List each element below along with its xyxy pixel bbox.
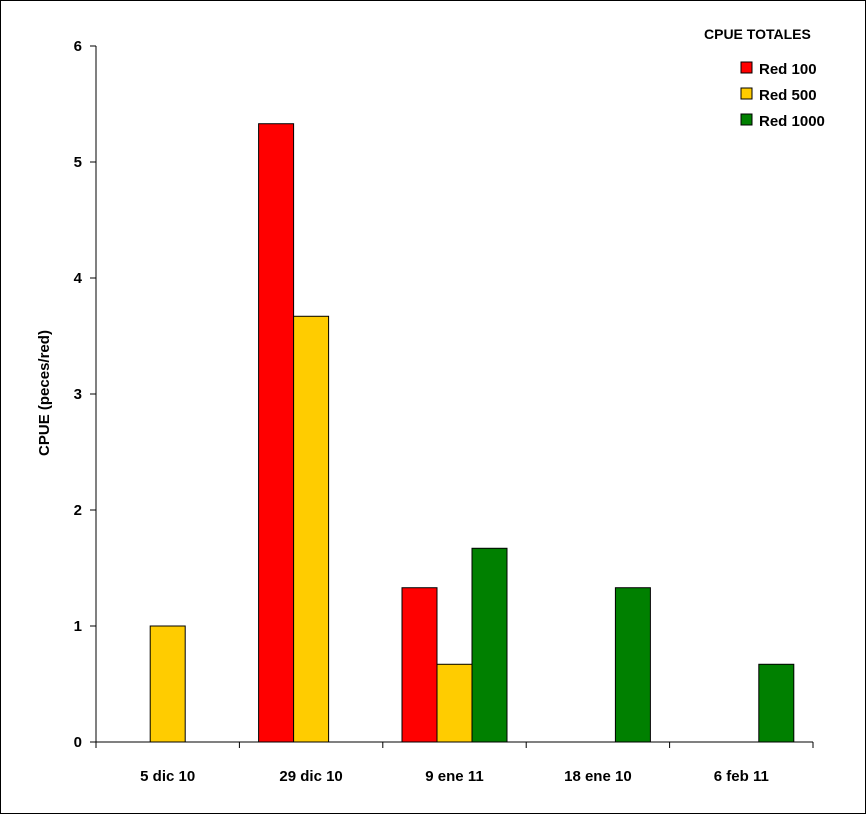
y-tick-label: 2 [74, 502, 82, 519]
legend: CPUE TOTALES Red 100 Red 500 Red 1000 [704, 26, 825, 130]
legend-swatch [740, 113, 753, 126]
axes-layer [95, 46, 813, 743]
x-category-label: 18 ene 10 [564, 768, 632, 785]
x-category-label: 29 dic 10 [279, 768, 342, 785]
bar-red-500-0 [149, 625, 186, 743]
y-axis-title: CPUE (peces/red) [36, 330, 53, 456]
x-categories: 5 dic 10 29 dic 10 9 ene 11 18 ene 10 6 feb … [95, 742, 814, 785]
bar-red-1000-4 [758, 663, 795, 743]
bar-red-500-2 [436, 663, 473, 743]
y-tick-label: 3 [74, 386, 82, 403]
bar-red-1000-3 [614, 587, 651, 743]
y-tick-label: 4 [74, 270, 83, 287]
legend-title: CPUE TOTALES [704, 26, 811, 42]
y-tick-label: 5 [74, 154, 82, 171]
legend-label: Red 100 [759, 61, 817, 78]
bars-layer [149, 123, 795, 743]
y-tick-label: 1 [74, 618, 82, 635]
legend-label: Red 1000 [759, 113, 825, 130]
y-tick-label: 0 [74, 734, 82, 751]
bar-red-500-1 [293, 315, 330, 743]
bar-red-100-1 [258, 123, 295, 743]
legend-items: Red 100 Red 500 Red 1000 [740, 61, 825, 130]
bar-red-100-2 [401, 587, 438, 743]
bar-red-1000-2 [471, 547, 508, 743]
legend-swatch [740, 87, 753, 100]
y-ticks: 0 1 2 3 4 5 6 [74, 38, 96, 751]
legend-label: Red 500 [759, 87, 817, 104]
x-category-label: 6 feb 11 [714, 768, 769, 785]
x-category-label: 9 ene 11 [425, 768, 483, 785]
y-tick-label: 6 [74, 38, 82, 55]
x-category-label: 5 dic 10 [140, 768, 195, 785]
legend-swatch [740, 61, 753, 74]
